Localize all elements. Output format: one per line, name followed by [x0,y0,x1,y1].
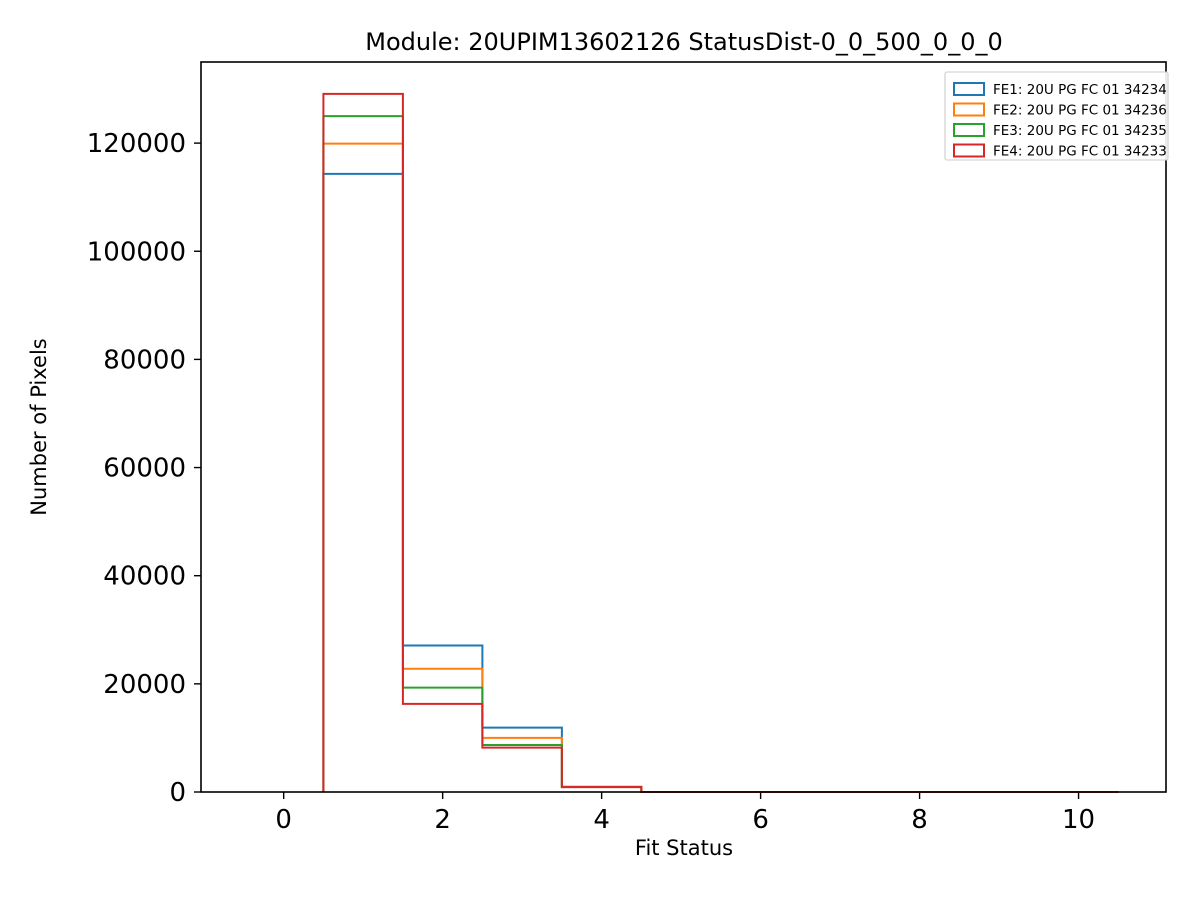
axes-frame [200,61,1167,793]
x-tick-label: 10 [1062,805,1095,835]
x-tick-label: 6 [752,805,769,835]
y-tick-label: 20000 [103,670,186,700]
legend: FE1: 20U PG FC 01 34234 FE2: 20U PG FC 01… [944,71,1169,161]
y-axis-ticks: 0 20000 40000 60000 80000 100000 120000 [87,129,201,808]
legend-swatch [953,102,985,117]
x-axis-label: Fit Status [635,836,733,860]
legend-label: FE1: 20U PG FC 01 34234 [993,82,1167,98]
y-tick-label: 120000 [87,129,186,159]
x-tick-label: 0 [275,805,292,835]
legend-swatch [953,123,985,137]
legend-swatch [953,82,985,96]
x-tick-label: 4 [593,805,610,835]
legend-label: FE2: 20U PG FC 01 34236 [993,103,1167,119]
x-tick-label: 8 [911,805,928,835]
y-tick-label: 80000 [103,345,186,375]
y-tick-label: 40000 [103,562,186,592]
chart-title: Module: 20UPIM13602126 StatusDist-0_0_50… [365,28,1003,56]
legend-label: FE3: 20U PG FC 01 34235 [993,123,1167,139]
legend-label: FE4: 20U PG FC 01 34233 [993,144,1167,160]
legend-box [944,71,1169,161]
y-tick-label: 0 [169,778,186,808]
legend-swatch [953,143,985,158]
y-axis-label: Number of Pixels [27,338,51,515]
y-tick-label: 100000 [87,237,186,267]
x-tick-label: 2 [434,805,451,835]
x-axis-ticks: 0 2 4 6 8 10 [275,792,1095,835]
y-tick-label: 60000 [103,454,186,484]
